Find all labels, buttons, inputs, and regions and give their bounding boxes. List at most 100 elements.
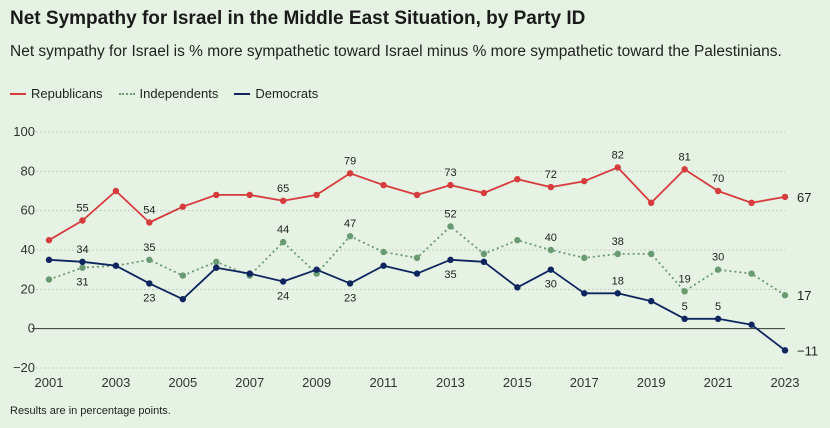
data-point-republicans bbox=[681, 166, 688, 173]
data-point-democrats bbox=[581, 290, 588, 297]
x-tick-label: 2003 bbox=[101, 375, 130, 390]
data-point-republicans bbox=[748, 199, 755, 206]
data-point-republicans bbox=[547, 183, 555, 191]
data-point-independents bbox=[45, 276, 53, 283]
data-point-democrats bbox=[514, 284, 521, 291]
data-point-republicans bbox=[45, 236, 53, 244]
data-label-republicans: 70 bbox=[712, 173, 724, 185]
data-point-independents bbox=[213, 258, 220, 265]
data-point-democrats bbox=[547, 266, 555, 273]
data-label-democrats: 30 bbox=[545, 279, 557, 291]
data-point-democrats bbox=[146, 280, 153, 287]
data-label-republicans: 79 bbox=[344, 155, 356, 167]
data-label-independents: 38 bbox=[612, 236, 624, 248]
legend-swatch-democrats bbox=[234, 92, 251, 95]
y-tick-label: 80 bbox=[21, 163, 35, 178]
x-tick-label: 2023 bbox=[771, 375, 800, 390]
data-label-democrats: 18 bbox=[612, 275, 624, 287]
legend-label-independents: Independents bbox=[139, 86, 219, 101]
data-point-democrats bbox=[647, 297, 655, 305]
data-point-independents bbox=[748, 270, 755, 277]
data-label-independents: 52 bbox=[444, 208, 456, 220]
x-tick-label: 2011 bbox=[370, 375, 398, 390]
data-point-democrats bbox=[380, 262, 387, 269]
data-point-independents bbox=[581, 254, 588, 262]
data-point-independents bbox=[346, 233, 354, 240]
data-point-independents bbox=[279, 238, 287, 246]
data-point-democrats bbox=[681, 315, 688, 323]
data-point-independents bbox=[614, 250, 621, 258]
data-label-democrats: 34 bbox=[76, 244, 88, 256]
data-label-republicans: 67 bbox=[797, 190, 811, 205]
data-point-independents bbox=[79, 264, 86, 271]
data-point-independents bbox=[514, 236, 521, 244]
data-label-republicans: 82 bbox=[612, 149, 624, 161]
data-point-democrats bbox=[313, 266, 320, 273]
data-label-democrats: 23 bbox=[143, 292, 155, 304]
data-point-democrats bbox=[112, 262, 120, 269]
data-label-democrats: 24 bbox=[277, 290, 289, 302]
x-tick-label: 2005 bbox=[168, 375, 197, 390]
y-tick-label: 0 bbox=[28, 321, 35, 336]
data-point-republicans bbox=[112, 187, 120, 195]
chart-subtitle: Net sympathy for Israel is % more sympat… bbox=[10, 43, 782, 60]
legend-item-democrats: Democrats bbox=[234, 86, 318, 101]
data-point-republicans bbox=[246, 191, 253, 199]
data-label-republicans: 73 bbox=[444, 167, 456, 179]
series-line-republicans bbox=[48, 166, 786, 241]
x-tick-label: 2013 bbox=[436, 375, 465, 390]
data-point-independents bbox=[380, 248, 387, 256]
data-label-republicans: 81 bbox=[679, 151, 691, 163]
legend-label-democrats: Democrats bbox=[255, 86, 319, 101]
data-point-republicans bbox=[447, 181, 454, 189]
data-point-independents bbox=[547, 246, 555, 254]
data-point-republicans bbox=[647, 199, 655, 206]
data-point-independents bbox=[179, 272, 187, 279]
data-point-independents bbox=[781, 292, 789, 299]
y-tick-label: 20 bbox=[21, 281, 35, 296]
data-label-independents: 35 bbox=[143, 242, 155, 254]
x-tick-label: 2007 bbox=[235, 375, 264, 390]
data-label-republicans: 54 bbox=[143, 204, 155, 216]
y-tick-label: −20 bbox=[13, 360, 35, 375]
data-point-republicans bbox=[279, 197, 287, 205]
data-point-independents bbox=[714, 266, 722, 273]
chart-title: Net Sympathy for Israel in the Middle Ea… bbox=[10, 8, 586, 29]
data-point-republicans bbox=[380, 181, 387, 189]
data-point-independents bbox=[447, 223, 454, 230]
data-point-republicans bbox=[514, 176, 521, 183]
data-point-republicans bbox=[413, 191, 421, 199]
footnote: Results are in percentage points. bbox=[10, 405, 171, 417]
data-label-democrats: 35 bbox=[444, 269, 456, 281]
data-point-democrats bbox=[748, 321, 755, 328]
data-point-democrats bbox=[179, 295, 187, 303]
x-tick-label: 2017 bbox=[570, 375, 599, 390]
data-point-democrats bbox=[614, 290, 621, 297]
data-label-independents: 30 bbox=[712, 252, 724, 264]
data-label-independents: 31 bbox=[76, 277, 88, 289]
data-point-republicans bbox=[714, 187, 722, 195]
data-point-independents bbox=[480, 250, 488, 258]
legend-swatch-independents bbox=[118, 92, 135, 95]
y-tick-label: 40 bbox=[21, 242, 35, 257]
data-point-democrats bbox=[413, 270, 421, 277]
data-label-democrats: 5 bbox=[715, 301, 721, 313]
data-label-democrats: 23 bbox=[344, 292, 356, 304]
data-point-republicans bbox=[213, 191, 220, 199]
data-label-independents: 19 bbox=[679, 273, 691, 285]
data-point-independents bbox=[146, 256, 153, 264]
legend-swatch-republicans bbox=[10, 92, 26, 95]
x-tick-label: 2001 bbox=[35, 375, 64, 390]
data-point-democrats bbox=[781, 347, 789, 354]
x-tick-label: 2019 bbox=[637, 375, 666, 390]
legend: Republicans Independents Democrats bbox=[10, 86, 318, 101]
data-label-republicans: 65 bbox=[277, 183, 289, 195]
data-label-independents: 40 bbox=[545, 232, 557, 244]
data-point-republicans bbox=[346, 170, 354, 177]
data-point-democrats bbox=[480, 258, 488, 265]
data-point-democrats bbox=[45, 256, 53, 264]
y-tick-label: 100 bbox=[13, 124, 35, 139]
data-point-republicans bbox=[614, 164, 621, 171]
data-point-republicans bbox=[480, 189, 488, 197]
